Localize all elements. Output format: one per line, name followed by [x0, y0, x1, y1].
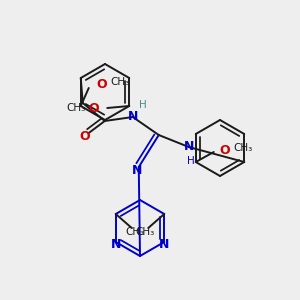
Text: O: O	[80, 130, 90, 143]
Text: N: N	[132, 164, 142, 178]
Text: N: N	[159, 238, 169, 250]
Text: H: H	[139, 100, 147, 110]
Text: CH₃: CH₃	[234, 143, 253, 153]
Text: N: N	[184, 140, 194, 154]
Text: N: N	[128, 110, 138, 124]
Text: N: N	[111, 238, 121, 250]
Text: O: O	[220, 143, 230, 157]
Text: O: O	[88, 101, 99, 115]
Text: H: H	[187, 156, 195, 166]
Text: O: O	[97, 79, 107, 92]
Text: CH₃: CH₃	[125, 227, 144, 237]
Text: CH₃: CH₃	[111, 77, 130, 87]
Text: CH₃: CH₃	[66, 103, 85, 113]
Text: CH₃: CH₃	[136, 227, 155, 237]
